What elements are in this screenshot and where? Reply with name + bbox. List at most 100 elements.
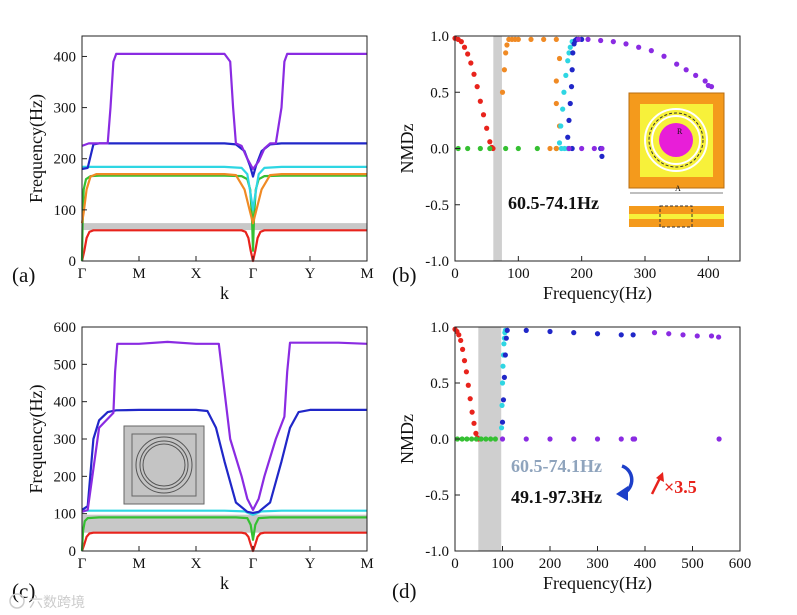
data-point (561, 89, 567, 95)
inset-core (659, 123, 693, 157)
data-point (567, 44, 573, 50)
data-point (499, 419, 506, 425)
data-point (501, 67, 507, 73)
y-tick-label: 1.0 (430, 29, 449, 45)
data-point (541, 36, 547, 42)
data-point (594, 436, 601, 442)
data-point (651, 330, 658, 336)
series-mode-1 (452, 35, 496, 152)
x-axis-label: Frequency(Hz) (543, 573, 652, 594)
data-point (560, 106, 566, 112)
data-point (666, 331, 672, 337)
data-point (465, 382, 471, 388)
band-gap-region (493, 36, 502, 261)
y-tick-label: 600 (54, 320, 77, 336)
data-point (599, 153, 605, 159)
x-tick-label: X (191, 266, 202, 282)
x-tick-label: Γ (78, 556, 87, 572)
watermark: 六数跨境 (9, 593, 85, 611)
x-tick-label: Y (305, 556, 316, 572)
data-point (566, 145, 572, 152)
data-point (458, 337, 464, 344)
data-point (661, 53, 667, 59)
y-tick-label: -1.0 (425, 544, 449, 560)
data-point (498, 425, 505, 431)
unit-cell-inset (123, 425, 205, 505)
band-gap-region (82, 514, 367, 533)
data-point (467, 396, 473, 402)
inset-ring-inner (651, 115, 701, 165)
series-mode-4 (499, 327, 636, 425)
x-tick-label: Γ (249, 556, 258, 572)
data-point (523, 327, 529, 333)
y-tick-label: 0 (69, 254, 77, 270)
data-point (492, 436, 498, 442)
series-mode-2 (454, 436, 498, 442)
data-point (501, 341, 507, 347)
x-axis-label: Frequency(Hz) (543, 283, 652, 304)
data-point (553, 100, 559, 107)
inset-core (142, 443, 186, 487)
data-point (500, 363, 506, 369)
data-point (469, 436, 475, 442)
y-tick-label: 400 (54, 395, 77, 411)
y-tick-label: -1.0 (425, 254, 449, 270)
inset-ring-inner (139, 440, 189, 490)
data-point (477, 98, 483, 104)
data-point (503, 50, 509, 56)
gap-old-annotation: 60.5-74.1Hz (511, 456, 602, 476)
inset-side-mid (629, 214, 724, 219)
series-band-5 (81, 142, 367, 178)
panel-b: 1.0 0.5 0.0 -0.5 -1.00 100 200 300 400 Frequency(… (392, 29, 741, 304)
data-point (702, 78, 708, 84)
watermark-text: 六数跨境 (29, 595, 85, 611)
y-tick-label: 300 (54, 101, 77, 117)
panel-c: 0 100 200 300 400 500 600 Γ M X Γ Y Mk Frequency(Hz) (… (12, 320, 374, 603)
data-point (693, 72, 699, 78)
x-tick-label: 100 (491, 556, 514, 572)
x-tick-label: 300 (634, 266, 657, 282)
data-point (556, 140, 563, 146)
y-tick-label: -0.5 (425, 488, 449, 504)
panel-a: 0 100 200 300 400 Γ M X Γ Y Mk Frequency(Hz) (a) (12, 35, 374, 303)
x-tick-label: M (132, 556, 145, 572)
series-band-4 (82, 165, 367, 211)
inset-side-top (629, 206, 724, 214)
inset-side-bottom (629, 219, 724, 227)
y-tick-label: -0.5 (425, 198, 449, 214)
data-point (630, 332, 636, 338)
series-mode-6 (575, 36, 715, 90)
panel-label: (b) (392, 263, 417, 287)
data-point (504, 327, 510, 333)
data-point (478, 436, 484, 442)
data-point (569, 67, 575, 73)
data-point (563, 72, 569, 78)
inset-label-r: R (677, 127, 683, 136)
y-tick-label: 1.0 (430, 320, 449, 336)
data-point (480, 112, 487, 118)
increase-arrow-head (656, 472, 664, 482)
data-point (623, 41, 629, 47)
x-tick-label: 200 (539, 556, 562, 572)
data-point (504, 42, 510, 48)
data-point (477, 145, 483, 152)
y-axis-label: NMDz (397, 414, 417, 464)
data-point (465, 145, 471, 152)
x-tick-label: 300 (586, 556, 609, 572)
series-band-2 (80, 174, 367, 262)
data-point (565, 58, 571, 64)
x-tick-label: M (360, 556, 373, 572)
data-point (553, 36, 559, 42)
band-gap-region (82, 223, 367, 231)
data-point (501, 374, 507, 380)
data-point (591, 145, 597, 152)
data-point (461, 358, 468, 364)
inset-inner-square (131, 433, 197, 497)
data-point (500, 397, 507, 403)
data-point (631, 436, 638, 442)
unit-cell-inset: RA (628, 92, 725, 228)
series-band-3 (80, 173, 367, 225)
data-point (473, 430, 479, 436)
data-point (566, 117, 572, 123)
data-point (461, 44, 468, 50)
